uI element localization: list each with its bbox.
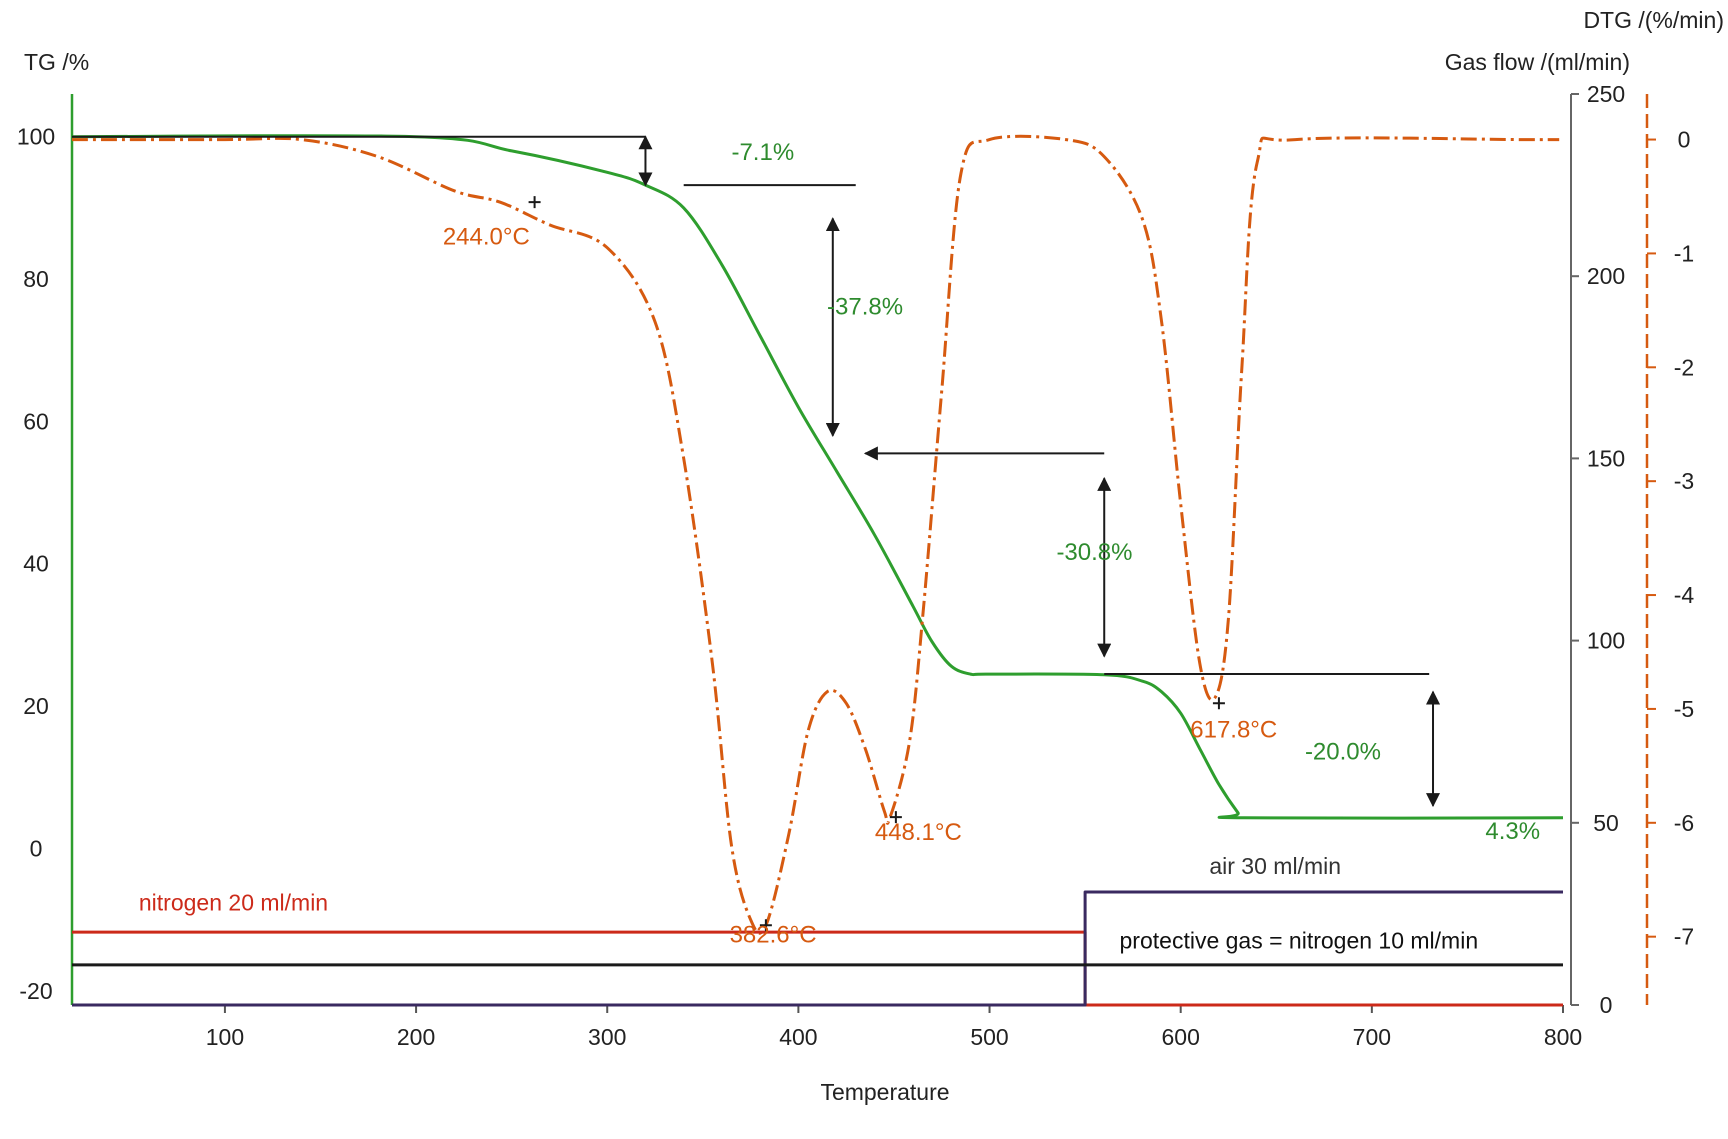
label-layer: 100 200 300 400 500 600 700 800Temperature-2002… [17, 7, 1724, 1105]
peak-temperature-label: 244.0°C [443, 223, 530, 250]
x-tick-label: 500 [970, 1024, 1008, 1050]
gas-axis-title: Gas flow /(ml/min) [1445, 49, 1630, 75]
x-axis-title: Temperature [820, 1079, 949, 1105]
peak-marker [759, 919, 772, 932]
dtg-tick-label: -4 [1674, 582, 1695, 608]
gas-tick-label: 100 [1587, 628, 1625, 654]
dtg-tick-label: -5 [1674, 696, 1694, 722]
series-layer [71, 134, 1564, 1007]
x-tick-label: 800 [1544, 1024, 1582, 1050]
dtg-tick-label: -7 [1674, 924, 1694, 950]
gas-flow-label: nitrogen 20 ml/min [139, 889, 328, 915]
tg-axis-title: TG /% [24, 49, 89, 75]
gas-tick-label: 200 [1587, 263, 1625, 289]
gas-tick-label: 50 [1593, 810, 1619, 836]
tg-tick-label: 100 [17, 124, 55, 150]
x-tick-label: 700 [1353, 1024, 1391, 1050]
gas-tick-label: 150 [1587, 445, 1625, 471]
dtg-tick-label: -6 [1674, 810, 1694, 836]
x-tick-label: 400 [779, 1024, 817, 1050]
tg-tick-label: 80 [23, 266, 49, 292]
gas-flow-label: air 30 ml/min [1209, 853, 1341, 879]
x-tick-label: 100 [206, 1024, 244, 1050]
peak-marker [528, 196, 541, 209]
peak-marker [1212, 697, 1225, 710]
dtg-tick-label: 0 [1678, 127, 1691, 153]
dtg-curve [72, 134, 1560, 935]
x-tick-label: 300 [588, 1024, 626, 1050]
annotation-layer [72, 135, 1441, 932]
gas-flow-line [72, 890, 1563, 1007]
peak-marker [889, 811, 902, 824]
residue-label: 4.3% [1485, 818, 1540, 845]
peak-temperature-label: 617.8°C [1190, 716, 1277, 743]
tg-tick-label: -20 [19, 978, 52, 1004]
tg-tick-label: 20 [23, 693, 49, 719]
dtg-tick-label: -3 [1674, 468, 1694, 494]
tg-tick-label: 40 [23, 551, 49, 577]
step-loss-label: -7.1% [731, 139, 794, 166]
gas-tick-label: 0 [1600, 992, 1613, 1018]
gas-tick-label: 250 [1587, 81, 1625, 107]
axes-layer [70, 93, 1656, 1013]
x-tick-label: 600 [1162, 1024, 1200, 1050]
peak-temperature-label: 448.1°C [875, 819, 962, 846]
tg-tick-label: 0 [30, 835, 43, 861]
tg-curve [71, 134, 1564, 820]
dtg-axis-title: DTG /(%/min) [1583, 7, 1724, 33]
dtg-tick-label: -2 [1674, 354, 1694, 380]
dtg-tick-label: -1 [1674, 240, 1694, 266]
x-tick-label: 200 [397, 1024, 435, 1050]
step-loss-label: -30.8% [1056, 539, 1132, 566]
peak-temperature-label: 382.6°C [730, 921, 817, 948]
step-loss-label: -20.0% [1305, 738, 1381, 765]
tg-tick-label: 60 [23, 408, 49, 434]
step-loss-label: -37.8% [827, 294, 903, 321]
gas-flow-label: protective gas = nitrogen 10 ml/min [1120, 928, 1479, 954]
